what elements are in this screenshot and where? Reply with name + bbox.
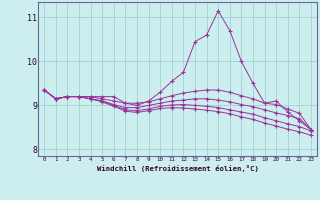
- X-axis label: Windchill (Refroidissement éolien,°C): Windchill (Refroidissement éolien,°C): [97, 165, 259, 172]
